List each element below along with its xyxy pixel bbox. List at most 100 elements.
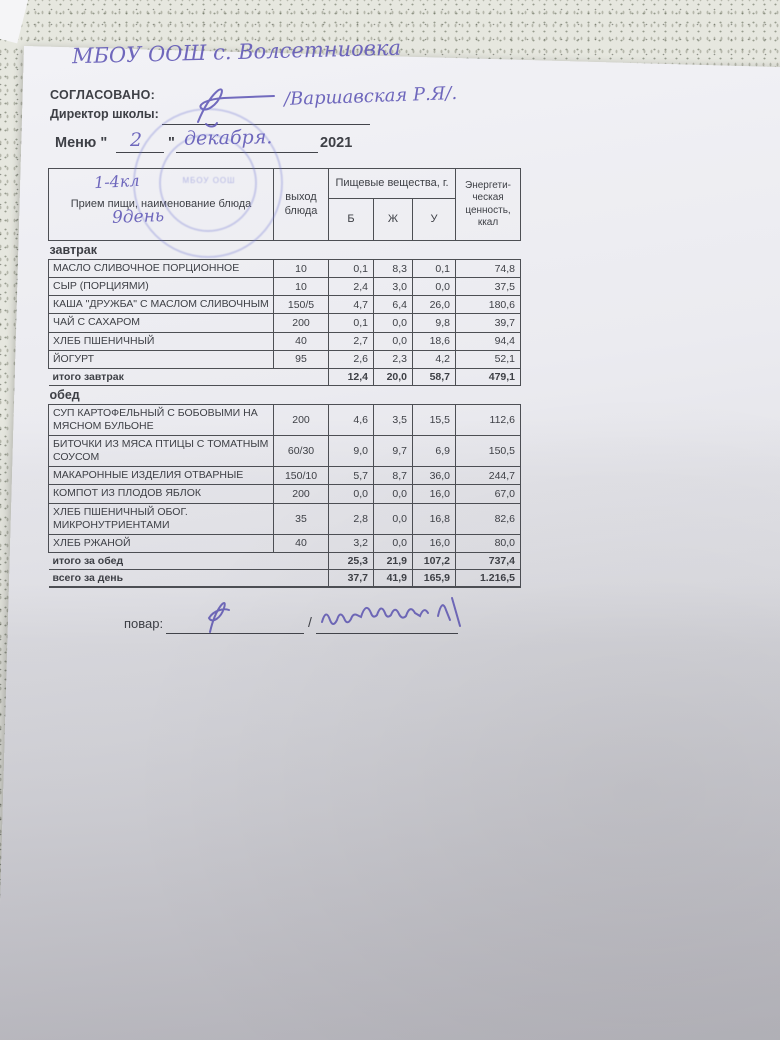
total-label: итого за обед: [48, 552, 329, 570]
carbs-cell: 9,8: [411, 313, 457, 333]
section-title: завтрак: [48, 240, 521, 260]
protein-cell: 2,6: [328, 349, 374, 369]
column-header-carbs: У: [411, 198, 457, 241]
protein-cell: 5,7: [328, 466, 374, 486]
carbs-cell: 0,1: [411, 258, 457, 279]
table-row: ХЛЕБ ПШЕНИЧНЫЙ 40 2,7 0,0 18,6 94,4: [48, 331, 522, 351]
section-row: обед: [48, 385, 521, 405]
output-cell: 60/30: [273, 434, 329, 468]
dish-name-cell: МАСЛО СЛИВОЧНОЕ ПОРЦИОННОЕ: [48, 258, 274, 279]
total-u-cell: 58,7: [411, 368, 456, 386]
energy-cell: 150,5: [455, 434, 522, 468]
column-header-meal: Прием пищи, наименование блюда: [48, 168, 274, 241]
table-row: КОМПОТ ИЗ ПЛОДОВ ЯБЛОК 200 0,0 0,0 16,0 67,0: [48, 484, 522, 504]
table-row: МАСЛО СЛИВОЧНОЕ ПОРЦИОННОЕ 10 0,1 8,3 0,1 74,…: [48, 258, 522, 279]
fat-cell: 0,0: [373, 313, 413, 333]
total-u-cell: 107,2: [411, 552, 456, 570]
total-label: итого завтрак: [48, 368, 329, 386]
protein-cell: 3,2: [328, 533, 374, 553]
carbs-cell: 36,0: [411, 466, 457, 486]
cook-name-scribble: [321, 597, 461, 627]
protein-cell: 2,7: [328, 331, 374, 351]
table-row: БИТОЧКИ ИЗ МЯСА ПТИЦЫ С ТОМАТНЫМ СОУСОМ 6…: [48, 434, 522, 468]
column-header-energy: Энергети-ческая ценность, ккал: [455, 168, 522, 241]
protein-cell: 9,0: [328, 434, 374, 468]
carbs-cell: 0,0: [411, 277, 457, 297]
protein-cell: 0,1: [328, 313, 374, 333]
output-cell: 150/5: [273, 295, 329, 315]
fat-cell: 2,3: [373, 349, 413, 369]
total-zh-cell: 21,9: [373, 552, 413, 570]
energy-cell: 80,0: [455, 533, 522, 553]
cook-name-line: [316, 612, 458, 634]
cook-signature: [207, 602, 230, 633]
total-row: итого завтрак 12,4 20,0 58,7 479,1: [48, 368, 522, 386]
column-header-nutrients: Пищевые вещества, г.: [327, 168, 457, 199]
total-row: всего за день 37,7 41,9 165,9 1.216,5: [48, 569, 522, 588]
fat-cell: 8,3: [373, 258, 413, 279]
total-b-cell: 12,4: [328, 368, 374, 386]
energy-cell: 39,7: [455, 313, 522, 333]
cook-slash: /: [308, 614, 312, 630]
column-header-protein: Б: [328, 198, 374, 241]
table-row: ЙОГУРТ 95 2,6 2,3 4,2 52,1: [48, 349, 522, 369]
energy-cell: 180,6: [455, 295, 522, 315]
dish-name-cell: СЫР (ПОРЦИЯМИ): [48, 277, 274, 297]
dish-name-cell: БИТОЧКИ ИЗ МЯСА ПТИЦЫ С ТОМАТНЫМ СОУСОМ: [48, 434, 274, 468]
dish-name-cell: КОМПОТ ИЗ ПЛОДОВ ЯБЛОК: [48, 484, 274, 504]
output-cell: 35: [273, 502, 329, 535]
fat-cell: 3,5: [373, 403, 413, 437]
output-cell: 10: [273, 277, 329, 297]
cook-label: повар:: [124, 616, 164, 631]
total-b-cell: 25,3: [328, 552, 374, 570]
dish-name-cell: ЧАЙ С САХАРОМ: [48, 313, 274, 333]
protein-cell: 4,6: [328, 403, 374, 437]
total-b-cell: 37,7: [328, 569, 374, 588]
table-row: ЧАЙ С САХАРОМ 200 0,1 0,0 9,8 39,7: [48, 313, 522, 333]
dish-name-cell: ХЛЕБ РЖАНОЙ: [48, 533, 274, 553]
table-row: ХЛЕБ РЖАНОЙ 40 3,2 0,0 16,0 80,0: [48, 533, 522, 553]
carbs-cell: 26,0: [411, 295, 457, 315]
director-signature-line: [162, 103, 370, 125]
menu-month-line: [176, 131, 318, 153]
dish-name-cell: КАША "ДРУЖБА" С МАСЛОМ СЛИВОЧНЫМ: [48, 295, 274, 315]
total-kcal-cell: 1.216,5: [455, 569, 522, 588]
protein-cell: 0,0: [328, 484, 374, 504]
menu-day-line: [116, 131, 164, 153]
output-cell: 40: [273, 331, 329, 351]
table-row: ХЛЕБ ПШЕНИЧНЫЙ ОБОГ. МИКРОНУТРИЕНТАМИ 35 2…: [48, 502, 522, 535]
output-cell: 40: [273, 533, 329, 553]
protein-cell: 2,4: [328, 277, 374, 297]
total-kcal-cell: 479,1: [455, 368, 522, 386]
fat-cell: 0,0: [373, 502, 413, 535]
dish-name-cell: ХЛЕБ ПШЕНИЧНЫЙ ОБОГ. МИКРОНУТРИЕНТАМИ: [48, 502, 274, 535]
carbs-cell: 15,5: [411, 403, 457, 437]
menu-table-body: завтрак МАСЛО СЛИВОЧНОЕ ПОРЦИОННОЕ 10 0,1 8,…: [48, 240, 522, 588]
protein-cell: 4,7: [328, 295, 374, 315]
fat-cell: 6,4: [373, 295, 413, 315]
output-cell: 200: [273, 403, 329, 437]
dish-name-cell: СУП КАРТОФЕЛЬНЫЙ С БОБОВЫМИ НА МЯСНОМ БУ…: [48, 403, 274, 437]
fat-cell: 0,0: [373, 484, 413, 504]
output-cell: 200: [273, 484, 329, 504]
dish-name-cell: ЙОГУРТ: [48, 349, 274, 369]
fat-cell: 8,7: [373, 466, 413, 486]
energy-cell: 52,1: [455, 349, 522, 369]
energy-cell: 112,6: [455, 403, 522, 437]
table-row: КАША "ДРУЖБА" С МАСЛОМ СЛИВОЧНЫМ 150/5 4,7…: [48, 295, 522, 315]
fat-cell: 0,0: [373, 533, 413, 553]
total-zh-cell: 41,9: [373, 569, 413, 588]
energy-cell: 37,5: [455, 277, 522, 297]
director-label: Директор школы:: [50, 107, 159, 121]
table-row: СУП КАРТОФЕЛЬНЫЙ С БОБОВЫМИ НА МЯСНОМ БУ…: [48, 403, 522, 437]
day-note-handwriting: 9день: [111, 206, 165, 228]
grade-note-handwriting: 1-4кл: [93, 170, 140, 193]
dish-name-cell: МАКАРОННЫЕ ИЗДЕЛИЯ ОТВАРНЫЕ: [48, 466, 274, 486]
total-kcal-cell: 737,4: [455, 552, 522, 570]
table-row: СЫР (ПОРЦИЯМИ) 10 2,4 3,0 0,0 37,5: [48, 277, 522, 297]
column-header-output: выход блюда: [273, 168, 329, 241]
total-u-cell: 165,9: [411, 569, 456, 588]
menu-table: Прием пищи, наименование блюда выход блю…: [48, 168, 522, 588]
